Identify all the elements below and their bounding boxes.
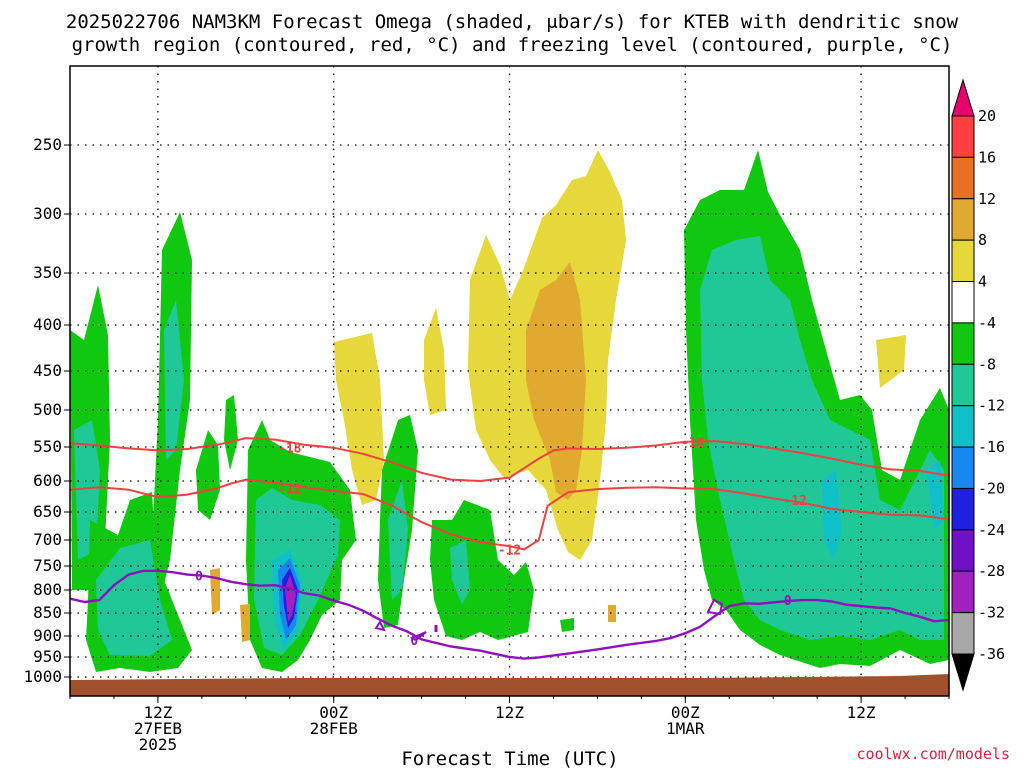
colorbar-label: 8 [978,231,987,249]
pressure-tick-label: 900 [33,626,62,645]
colorbar-bin [951,198,975,241]
ground-terrain [70,674,949,696]
omega-region-green [196,430,220,520]
dgz-minus12-label: -12 [783,494,806,509]
colorbar-bin [951,487,975,531]
colorbar-bin [951,363,975,407]
colorbar-min-triangle [951,653,975,692]
colorbar-label: -24 [978,521,1005,539]
time-tick-sublabel: 27FEB [134,719,182,738]
colorbar-bin [951,529,975,572]
colorbar-bin [951,612,975,655]
colorbar-label: 4 [978,273,987,291]
pressure-tick-label: 350 [33,263,62,282]
freezing-level-blob [409,631,427,642]
omega-region-green [224,395,238,470]
dgz-minus12-label: -12 [498,543,521,558]
chart-title-line2: growth region (contoured, red, °C) and f… [72,34,953,56]
colorbar-label: 16 [978,148,996,166]
dgz-minus12-contour [70,478,949,551]
omega-region-teal [164,300,184,460]
pressure-tick-label: 750 [33,556,62,575]
pressure-tick-label: 700 [33,530,62,549]
pressure-tick-label: 600 [33,471,62,490]
colorbar-label: -8 [978,355,996,373]
colorbar-label: -32 [978,604,1005,622]
time-tick-label: 12Z [143,703,172,722]
time-tick-sublabel: 28FEB [310,719,358,738]
colorbar-bin [951,570,975,614]
dgz-minus18-contour [70,437,949,483]
colorbar: 20 16 12 8 4 -4 -8 -12 -16 -20 -24 -28 -32 -36 [951,78,1005,692]
colorbar-bin [951,239,975,283]
colorbar-label: -28 [978,562,1005,580]
colorbar-bin [951,405,975,448]
colorbar-label: -36 [978,645,1005,663]
contours [70,437,949,660]
colorbar-label: -4 [978,314,996,332]
freezing-level-label: 0 [410,634,418,649]
pressure-tick-label: 950 [33,647,62,666]
omega-region-teal [700,236,944,640]
freezing-level-contour [70,569,949,660]
colorbar-label: 20 [978,107,996,125]
dgz-minus12-label: -12 [278,482,301,497]
time-tick-label: 12Z [847,703,876,722]
colorbar-label: -12 [978,397,1005,415]
pressure-axis: 250 300 350 400 450 500 550 600 650 700 750 800 850 9… [23,135,70,686]
freezing-level-label: 0 [195,570,203,585]
colorbar-bin [951,281,975,324]
time-tick-label: 00Z [671,703,700,722]
colorbar-max-triangle [951,78,975,117]
omega-region-cyan [822,470,842,560]
time-tick-sublabel: 2025 [139,735,178,754]
freezing-level-label: 0 [784,594,792,609]
dgz-minus18-label: -18 [278,442,302,457]
colorbar-label: -20 [978,479,1005,497]
x-axis-label: Forecast Time (UTC) [401,748,618,768]
omega-region-yellow [424,308,446,415]
contour-labels: -18 -18 -12 -12 -12 0 0 0 [195,436,807,649]
colorbar-bin [951,322,975,365]
pressure-tick-label: 300 [33,204,62,223]
colorbar-bin [951,156,975,200]
pressure-tick-label: 500 [33,400,62,419]
dgz-minus18-label: -18 [681,436,705,451]
pressure-tick-label: 400 [33,315,62,334]
time-tick-label: 00Z [319,703,348,722]
omega-region-gold [210,568,220,615]
omega-region-gold [608,605,616,622]
omega-region-teal [450,540,470,605]
time-gridlines [157,66,862,696]
omega-region-green [560,618,574,632]
colorbar-label: 12 [978,190,996,208]
omega-region-yellow [334,333,384,505]
freezing-level-blob [374,620,386,632]
colorbar-bin [951,115,975,158]
omega-region-cyan [926,460,944,530]
omega-region-yellow [876,335,906,388]
pressure-tick-label: 250 [33,135,62,154]
pressure-tick-label: 450 [33,361,62,380]
freezing-level-blob [706,598,724,616]
pressure-tick-label: 800 [33,580,62,599]
omega-region-teal [388,480,408,600]
credit-text: coolwx.com/models [856,745,1010,763]
pressure-tick-label: 650 [33,502,62,521]
omega-shading [70,150,949,672]
pressure-tick-label: 850 [33,603,62,622]
omega-region-purple [285,575,296,622]
pressure-tick-label: 1000 [23,667,62,686]
omega-region-gold [526,262,586,500]
chart-title-line1: 2025022706 NAM3KM Forecast Omega (shaded… [66,11,959,33]
time-tick-label: 12Z [495,703,524,722]
colorbar-bin [951,446,975,489]
pressure-tick-label: 550 [33,437,62,456]
omega-region-teal [96,540,172,656]
time-tick-sublabel: 1MAR [666,719,705,738]
colorbar-label: -16 [978,438,1005,456]
